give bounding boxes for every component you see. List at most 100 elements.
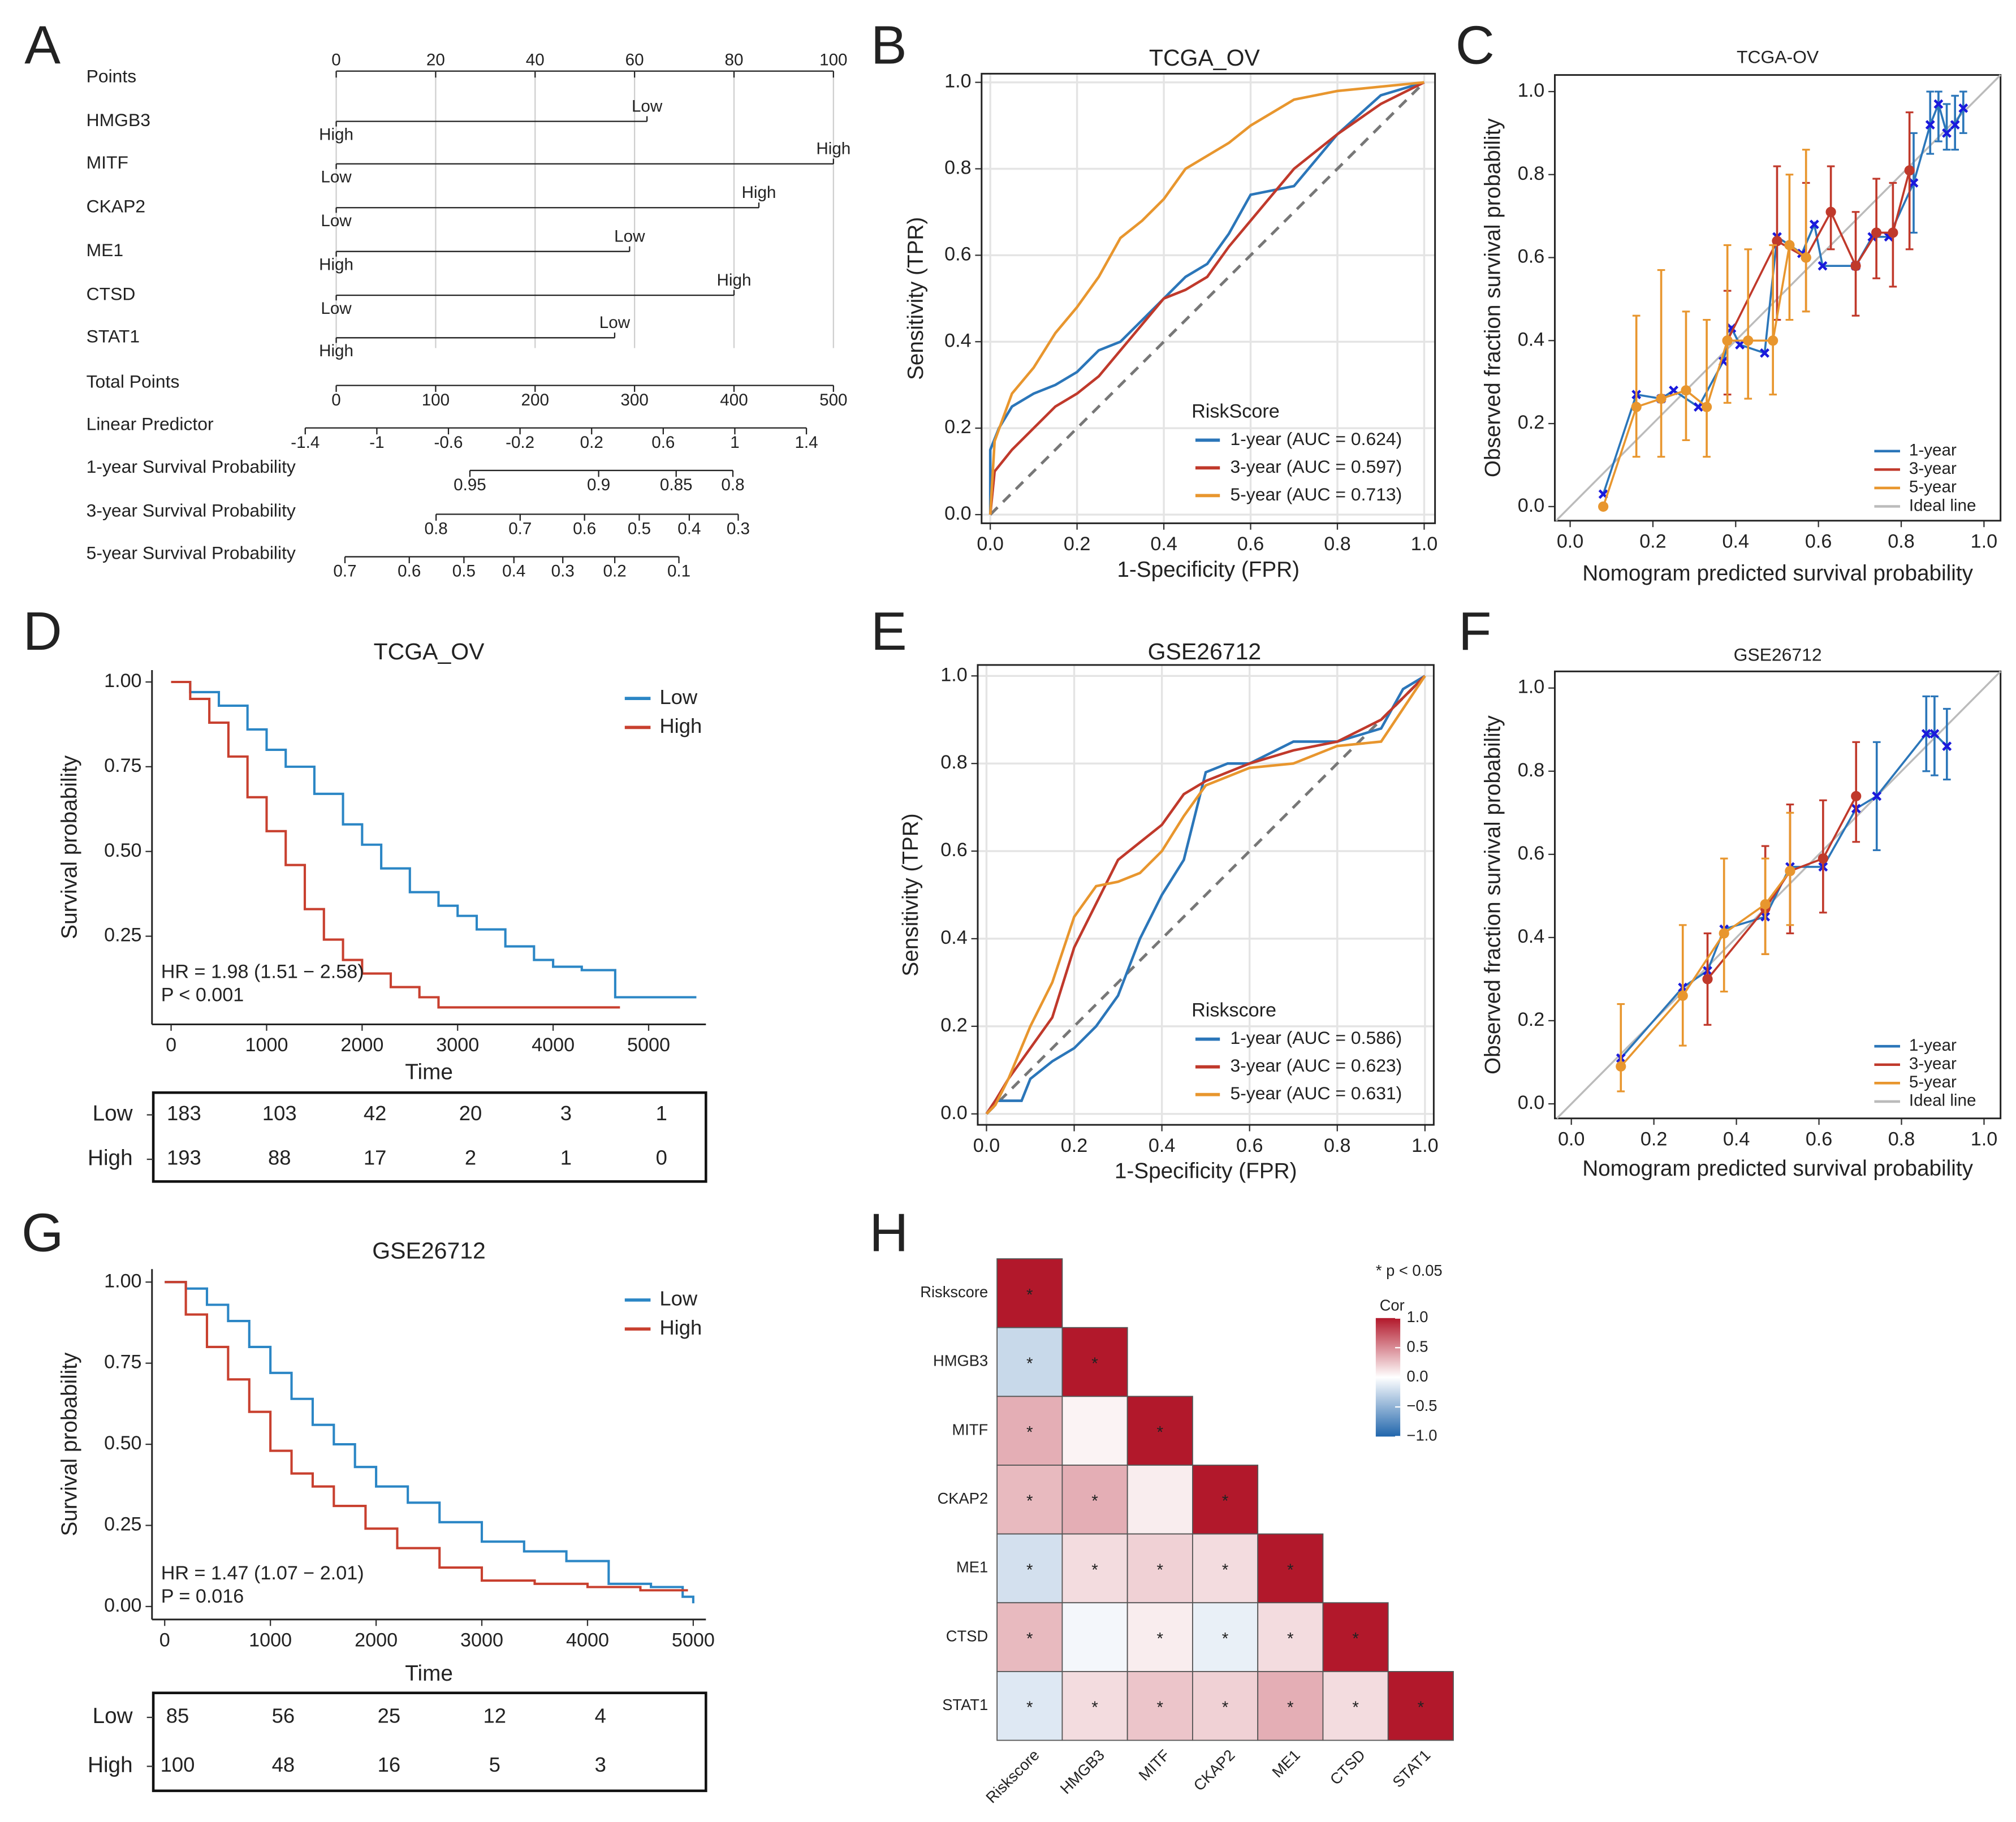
significance-star: *	[1157, 1561, 1164, 1579]
chart-title: GSE26712	[1148, 638, 1262, 664]
point	[1677, 990, 1688, 1001]
heatmap-cell	[1257, 1533, 1324, 1604]
chart-title: GSE26712	[1734, 644, 1822, 664]
risk-value: 0	[656, 1146, 667, 1169]
x-tick-label: 2000	[340, 1034, 383, 1056]
x-tick-label: 0.0	[977, 533, 1003, 555]
y-tick-label: 1.0	[1518, 676, 1544, 698]
level-label: Low	[614, 227, 645, 245]
y-axis-label: Sensitivity (TPR)	[899, 813, 923, 976]
legend-label: 5-year	[1909, 1073, 1957, 1091]
level-label: High	[319, 256, 353, 274]
point	[1933, 99, 1944, 109]
x-tick-label: 3000	[460, 1630, 503, 1651]
point	[1598, 501, 1609, 512]
risk-value: 17	[364, 1146, 387, 1169]
x-tick-label: 4000	[566, 1630, 609, 1651]
significance-star: *	[1026, 1561, 1033, 1579]
x-axis-label: 1-Specificity (FPR)	[1115, 1159, 1297, 1184]
significance-star: *	[1222, 1629, 1229, 1648]
x-tick-label: 0.95	[454, 476, 486, 494]
significance-star: *	[1287, 1698, 1294, 1717]
x-tick-label: 5000	[627, 1034, 670, 1056]
y-tick-label: 0.8	[940, 752, 967, 773]
y-axis-label: Survival probability	[58, 755, 82, 939]
significance-star: *	[1026, 1285, 1033, 1304]
x-tick-label: 0.5	[452, 562, 476, 581]
x-tick-label: -1.4	[291, 433, 320, 452]
legend-label: 1-year (AUC = 0.624)	[1230, 429, 1402, 449]
risk-value: 103	[262, 1102, 297, 1125]
heatmap-cell	[1192, 1670, 1259, 1741]
significance-star: *	[1091, 1561, 1098, 1579]
heatmap-cell	[1061, 1327, 1128, 1397]
risk-table-border	[152, 1091, 707, 1183]
heatmap-cell	[1061, 1533, 1128, 1604]
y-tick-label: 0.2	[944, 416, 971, 438]
point	[1701, 401, 1712, 412]
x-tick-label: 200	[521, 391, 549, 409]
point	[1681, 385, 1691, 396]
y-tick-label: 0.8	[1518, 759, 1544, 781]
significance-star: *	[1222, 1561, 1229, 1579]
risk-value: 25	[378, 1704, 401, 1728]
y-tick-label: 0.25	[104, 1514, 141, 1535]
x-tick-label: 1000	[245, 1034, 288, 1056]
y-axis-label: Observed fraction survival probability	[1481, 715, 1505, 1074]
significance-star: *	[1157, 1698, 1164, 1717]
risk-value: 42	[364, 1102, 387, 1125]
point	[1925, 120, 1935, 130]
risk-value: 100	[161, 1753, 195, 1776]
x-tick-label: 0.6	[651, 433, 675, 452]
point	[1719, 928, 1729, 939]
significance-star: *	[1091, 1698, 1098, 1717]
x-axis-label: Nomogram predicted survival probability	[1582, 562, 1973, 586]
row-label: Points	[87, 66, 137, 87]
x-tick-label: 0.8	[425, 520, 448, 538]
x-tick-label: 0.4	[1149, 1135, 1175, 1156]
x-tick-label: 20	[426, 50, 445, 69]
annotation: P < 0.001	[161, 984, 244, 1005]
significance-star: *	[1352, 1698, 1359, 1717]
x-tick-label: 0.6	[573, 520, 596, 538]
row-label: HMGB3	[87, 110, 150, 130]
risk-row-label: High	[88, 1753, 133, 1777]
plot-border	[1554, 74, 2002, 522]
heatmap-cell	[996, 1465, 1063, 1535]
heatmap-cell	[1257, 1670, 1324, 1741]
heatmap-cell	[1061, 1465, 1128, 1535]
point	[1722, 335, 1733, 346]
legend-title: Cor	[1380, 1297, 1405, 1314]
point	[1929, 729, 1940, 739]
panel-letter: F	[1458, 601, 1491, 662]
panel-letter: E	[871, 601, 907, 662]
x-tick-label: 0.8	[1324, 1135, 1350, 1156]
x-tick-label: 0	[331, 50, 340, 69]
x-tick-label: 0.7	[508, 520, 532, 538]
x-axis-label: Nomogram predicted survival probability	[1582, 1156, 1973, 1181]
x-tick-label: 3000	[436, 1034, 479, 1056]
chart-title: GSE26712	[372, 1237, 486, 1263]
x-tick-label: 0.4	[677, 520, 701, 538]
point	[1743, 335, 1754, 346]
heatmap-cell	[1387, 1670, 1454, 1741]
risk-value: 16	[378, 1753, 401, 1776]
heatmap-cell	[996, 1533, 1063, 1604]
level-label: Low	[599, 313, 631, 332]
legend-label: 5-year (AUC = 0.713)	[1230, 484, 1402, 504]
heatmap-cell	[996, 1258, 1063, 1328]
x-tick-label: -1	[369, 433, 384, 452]
significance-star: *	[1287, 1629, 1294, 1648]
significance-star: *	[1157, 1423, 1164, 1442]
y-tick-label: 0.0	[1518, 495, 1544, 516]
point	[1702, 974, 1713, 985]
chart-title: TCGA_OV	[1149, 45, 1260, 71]
row-label: 1-year Survival Probability	[87, 456, 296, 477]
x-tick-label: 5000	[672, 1630, 715, 1651]
legend-label: 1-year	[1909, 441, 1957, 460]
legend-label: 1-year	[1909, 1036, 1957, 1055]
risk-value: 183	[167, 1102, 201, 1125]
legend-label: Ideal line	[1909, 1091, 1976, 1110]
point	[1818, 853, 1828, 864]
point	[1735, 340, 1745, 350]
